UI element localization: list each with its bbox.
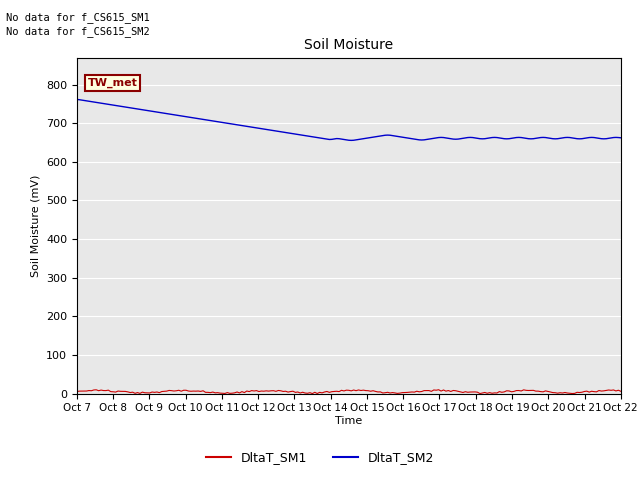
Y-axis label: Soil Moisture (mV): Soil Moisture (mV) bbox=[30, 174, 40, 277]
Text: No data for f_CS615_SM2: No data for f_CS615_SM2 bbox=[6, 26, 150, 37]
Text: No data for f_CS615_SM1: No data for f_CS615_SM1 bbox=[6, 12, 150, 23]
Title: Soil Moisture: Soil Moisture bbox=[304, 38, 394, 52]
X-axis label: Time: Time bbox=[335, 416, 362, 426]
Legend: DltaT_SM1, DltaT_SM2: DltaT_SM1, DltaT_SM2 bbox=[201, 446, 439, 469]
Text: TW_met: TW_met bbox=[88, 78, 138, 88]
